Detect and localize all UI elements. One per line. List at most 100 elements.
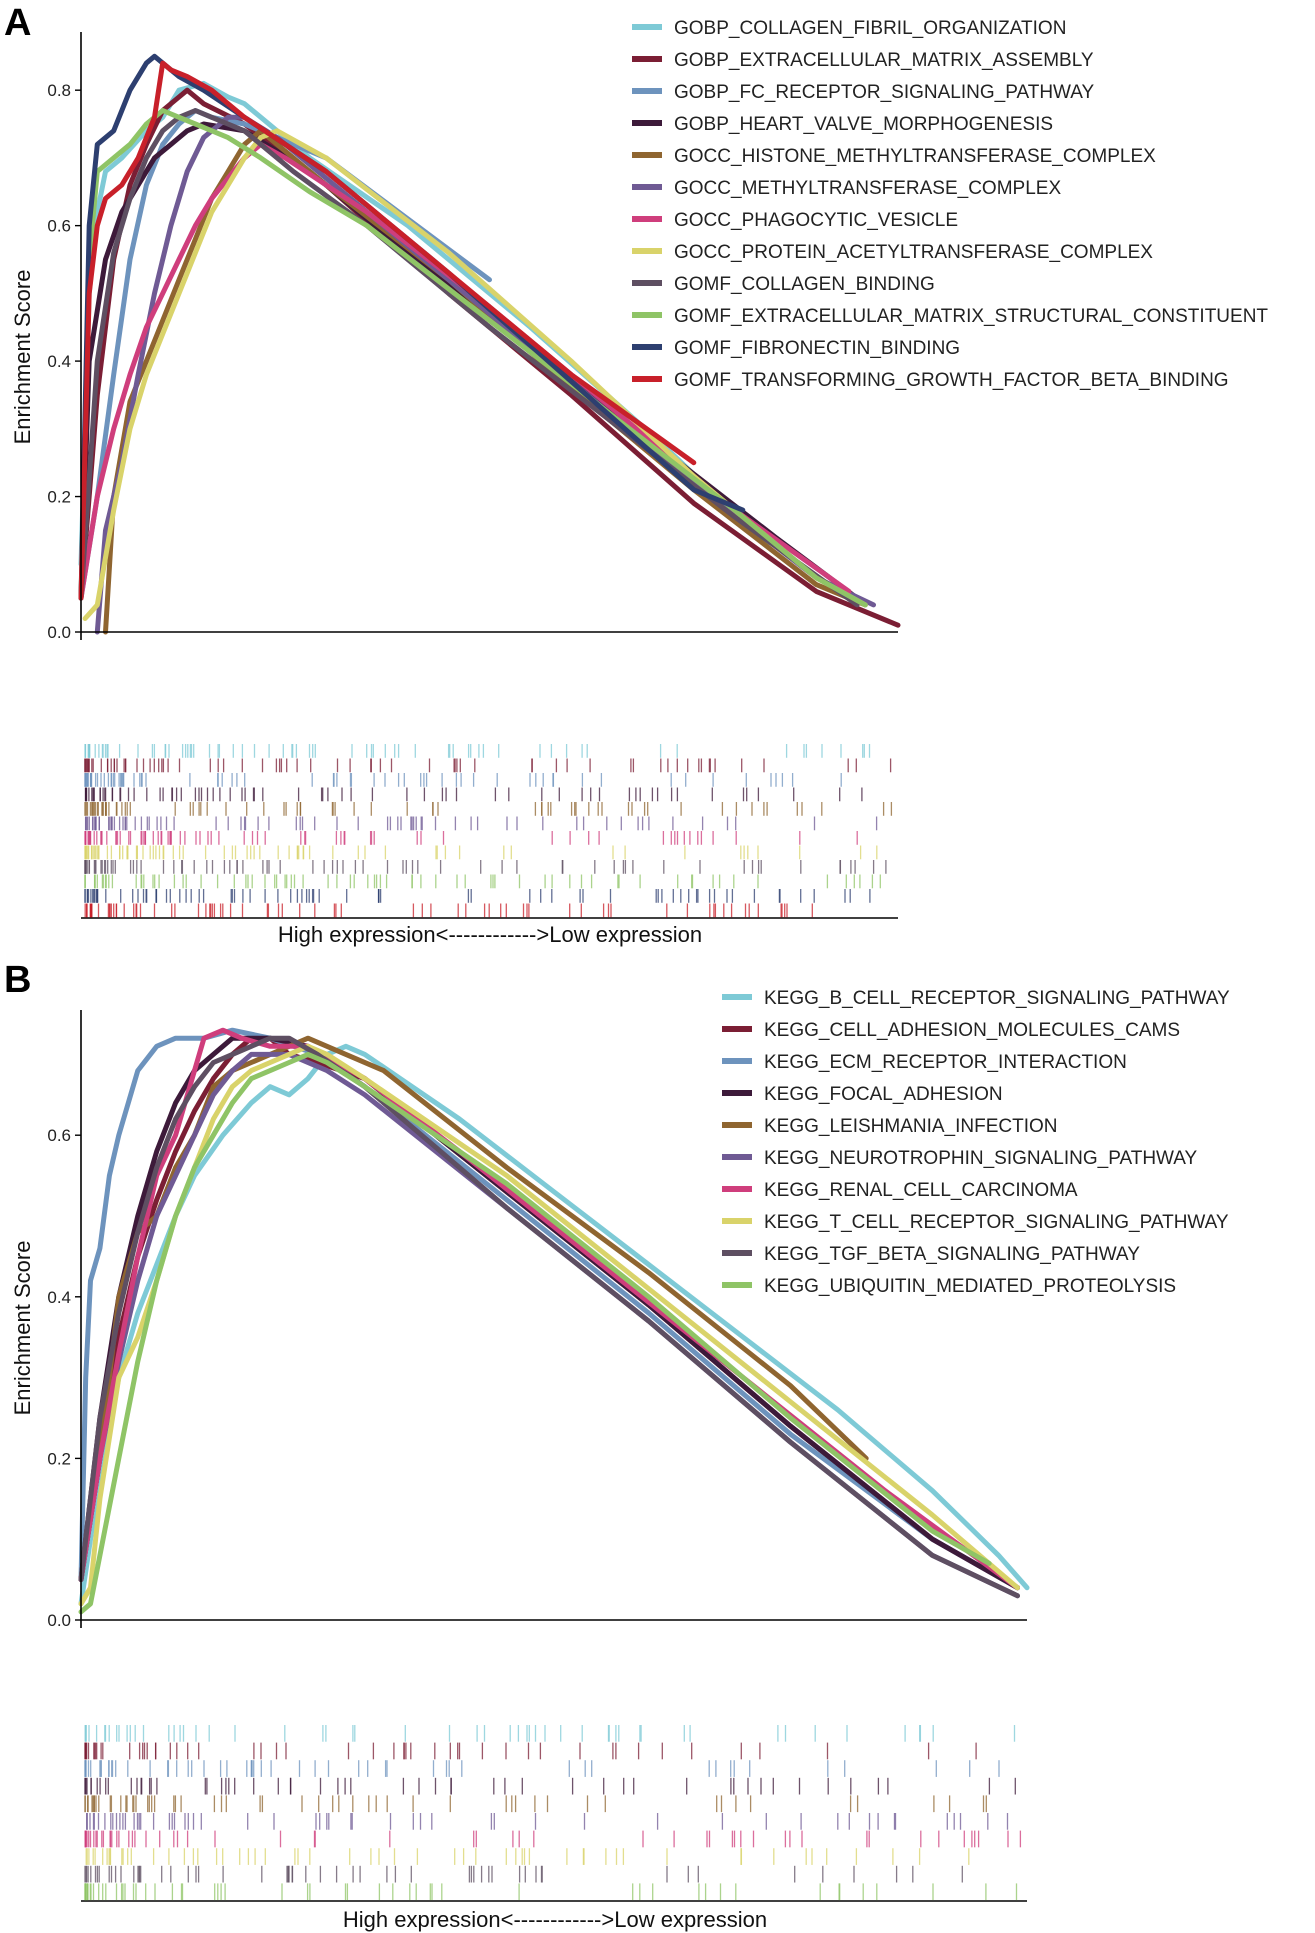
rug-row-10 <box>84 1883 1018 1901</box>
panel-a-y-ticks: 0.0 0.2 0.4 0.6 0.8 <box>47 81 81 642</box>
panel-b-x-axis-title: High expression<------------>Low express… <box>343 1907 767 1932</box>
legend-item-5: KEGG_LEISHMANIA_INFECTION <box>722 1116 1058 1137</box>
rug-row-7 <box>84 1830 1022 1848</box>
panel-b-y-ticks: 0.0 0.2 0.4 0.6 <box>47 1126 81 1630</box>
legend-label: KEGG_LEISHMANIA_INFECTION <box>764 1116 1058 1137</box>
legend-label: KEGG_TGF_BETA_SIGNALING_PATHWAY <box>764 1244 1140 1265</box>
legend-item-7: GOCC_PHAGOCYTIC_VESICLE <box>632 210 958 231</box>
rug-row-3 <box>84 773 842 787</box>
legend-item-8: GOCC_PROTEIN_ACETYLTRANSFERASE_COMPLEX <box>632 242 1153 263</box>
legend-label: GOMF_EXTRACELLULAR_MATRIX_STRUCTURAL_CON… <box>674 306 1268 327</box>
legend-label: GOCC_METHYLTRANSFERASE_COMPLEX <box>674 178 1061 199</box>
legend-label: KEGG_FOCAL_ADHESION <box>764 1084 1003 1105</box>
legend-item-10: KEGG_UBIQUITIN_MEDIATED_PROTEOLYSIS <box>722 1276 1176 1297</box>
rug-row-7 <box>84 831 858 845</box>
y-tick-label: 0.4 <box>47 352 71 371</box>
legend-item-7: KEGG_RENAL_CELL_CARCINOMA <box>722 1180 1078 1201</box>
rug-row-12 <box>84 903 813 918</box>
legend-label: KEGG_RENAL_CELL_CARCINOMA <box>764 1180 1078 1201</box>
panel-b: B Enrichment Score 0.0 0.2 0.4 0.6 High exp… <box>4 959 1230 1932</box>
legend-item-2: KEGG_CELL_ADHESION_MOLECULES_CAMS <box>722 1020 1180 1041</box>
legend-item-3: GOBP_FC_RECEPTOR_SIGNALING_PATHWAY <box>632 82 1095 103</box>
legend-item-1: KEGG_B_CELL_RECEPTOR_SIGNALING_PATHWAY <box>722 988 1230 1009</box>
panel-a-gene-rug <box>81 744 898 919</box>
legend-label: KEGG_CELL_ADHESION_MOLECULES_CAMS <box>764 1020 1180 1041</box>
series-line-9 <box>78 108 860 608</box>
legend-item-5: GOCC_HISTONE_METHYLTRANSFERASE_COMPLEX <box>632 146 1156 167</box>
panel-b-letter: B <box>4 959 31 1001</box>
y-tick-label: 0.8 <box>47 81 71 100</box>
legend-item-2: GOBP_EXTRACELLULAR_MATRIX_ASSEMBLY <box>632 50 1094 71</box>
y-tick-label: 0.4 <box>47 1288 71 1307</box>
series-line-12 <box>78 60 697 601</box>
panel-a-axes <box>80 32 898 640</box>
legend-label: GOBP_FC_RECEPTOR_SIGNALING_PATHWAY <box>674 82 1095 103</box>
legend-item-9: GOMF_COLLAGEN_BINDING <box>632 274 935 295</box>
series-line-3 <box>78 1027 1020 1591</box>
legend-label: GOCC_PROTEIN_ACETYLTRANSFERASE_COMPLEX <box>674 242 1153 263</box>
legend-item-8: KEGG_T_CELL_RECEPTOR_SIGNALING_PATHWAY <box>722 1212 1229 1233</box>
legend-item-3: KEGG_ECM_RECEPTOR_INTERACTION <box>722 1052 1127 1073</box>
legend-label: GOMF_FIBRONECTIN_BINDING <box>674 338 960 359</box>
legend-label: KEGG_UBIQUITIN_MEDIATED_PROTEOLYSIS <box>764 1276 1176 1297</box>
rug-row-8 <box>84 845 878 860</box>
legend-label: KEGG_B_CELL_RECEPTOR_SIGNALING_PATHWAY <box>764 988 1230 1009</box>
rug-row-4 <box>84 787 863 802</box>
rug-row-5 <box>84 1795 987 1813</box>
panel-b-y-axis-title: Enrichment Score <box>10 1241 35 1416</box>
legend-label: GOBP_EXTRACELLULAR_MATRIX_ASSEMBLY <box>674 50 1094 71</box>
series-line-10 <box>78 108 868 608</box>
series-line-4 <box>78 121 860 601</box>
series-line-1 <box>78 80 770 567</box>
rug-row-5 <box>84 802 893 816</box>
rug-row-10 <box>84 874 881 889</box>
rug-row-6 <box>84 816 878 831</box>
legend-item-11: GOMF_FIBRONECTIN_BINDING <box>632 338 960 359</box>
series-line-5 <box>78 1035 869 1583</box>
panel-a-y-axis-title: Enrichment Score <box>10 270 35 445</box>
y-tick-label: 0.6 <box>47 217 71 236</box>
series-line-8 <box>78 1043 1020 1607</box>
legend-item-12: GOMF_TRANSFORMING_GROWTH_FACTOR_BETA_BIN… <box>632 370 1229 391</box>
y-tick-label: 0.6 <box>47 1126 71 1145</box>
legend-label: KEGG_ECM_RECEPTOR_INTERACTION <box>764 1052 1127 1073</box>
legend-item-6: GOCC_METHYLTRANSFERASE_COMPLEX <box>632 178 1061 199</box>
legend-label: GOCC_PHAGOCYTIC_VESICLE <box>674 210 958 231</box>
rug-row-8 <box>85 1848 970 1865</box>
series-line-7 <box>78 1027 1020 1591</box>
rug-row-4 <box>84 1777 1016 1795</box>
y-tick-label: 0.0 <box>47 623 71 642</box>
y-tick-label: 0.2 <box>47 488 71 507</box>
panel-a: A Enrichment Score 0.0 0.2 0.4 0.6 0.8 High … <box>4 2 1268 947</box>
rug-row-9 <box>84 1865 963 1883</box>
legend-item-1: GOBP_COLLAGEN_FIBRIL_ORGANIZATION <box>632 18 1066 39</box>
series-line-10 <box>78 1051 992 1615</box>
legend-item-10: GOMF_EXTRACELLULAR_MATRIX_STRUCTURAL_CON… <box>632 306 1268 327</box>
series-line-9 <box>78 1035 1020 1599</box>
y-tick-label: 0.0 <box>47 1611 71 1630</box>
legend-label: GOMF_TRANSFORMING_GROWTH_FACTOR_BETA_BIN… <box>674 370 1229 391</box>
legend-label: GOBP_COLLAGEN_FIBRIL_ORGANIZATION <box>674 18 1066 39</box>
panel-b-curves <box>78 1027 1030 1615</box>
panel-b-axes <box>80 1010 1027 1628</box>
panel-b-legend: KEGG_B_CELL_RECEPTOR_SIGNALING_PATHWAY KE… <box>722 988 1230 1297</box>
panel-a-curves <box>78 53 901 635</box>
rug-row-11 <box>84 889 871 903</box>
legend-label: KEGG_NEUROTROPHIN_SIGNALING_PATHWAY <box>764 1148 1198 1169</box>
panel-a-letter: A <box>4 2 31 44</box>
legend-label: GOCC_HISTONE_METHYLTRANSFERASE_COMPLEX <box>674 146 1156 167</box>
series-line-8 <box>82 128 868 621</box>
rug-row-6 <box>86 1813 1009 1830</box>
rug-row-1 <box>84 744 871 758</box>
rug-row-1 <box>84 1725 1016 1742</box>
legend-label: GOBP_HEART_VALVE_MORPHOGENESIS <box>674 114 1053 135</box>
legend-item-6: KEGG_NEUROTROPHIN_SIGNALING_PATHWAY <box>722 1148 1198 1169</box>
panel-a-x-axis-title: High expression<------------>Low express… <box>278 922 702 947</box>
legend-item-9: KEGG_TGF_BETA_SIGNALING_PATHWAY <box>722 1244 1140 1265</box>
series-line-1 <box>78 1043 1030 1607</box>
legend-item-4: KEGG_FOCAL_ADHESION <box>722 1084 1003 1105</box>
y-tick-label: 0.2 <box>47 1449 71 1468</box>
legend-label: KEGG_T_CELL_RECEPTOR_SIGNALING_PATHWAY <box>764 1212 1229 1233</box>
panel-a-legend: GOBP_COLLAGEN_FIBRIL_ORGANIZATION GOBP_EX… <box>632 18 1268 391</box>
